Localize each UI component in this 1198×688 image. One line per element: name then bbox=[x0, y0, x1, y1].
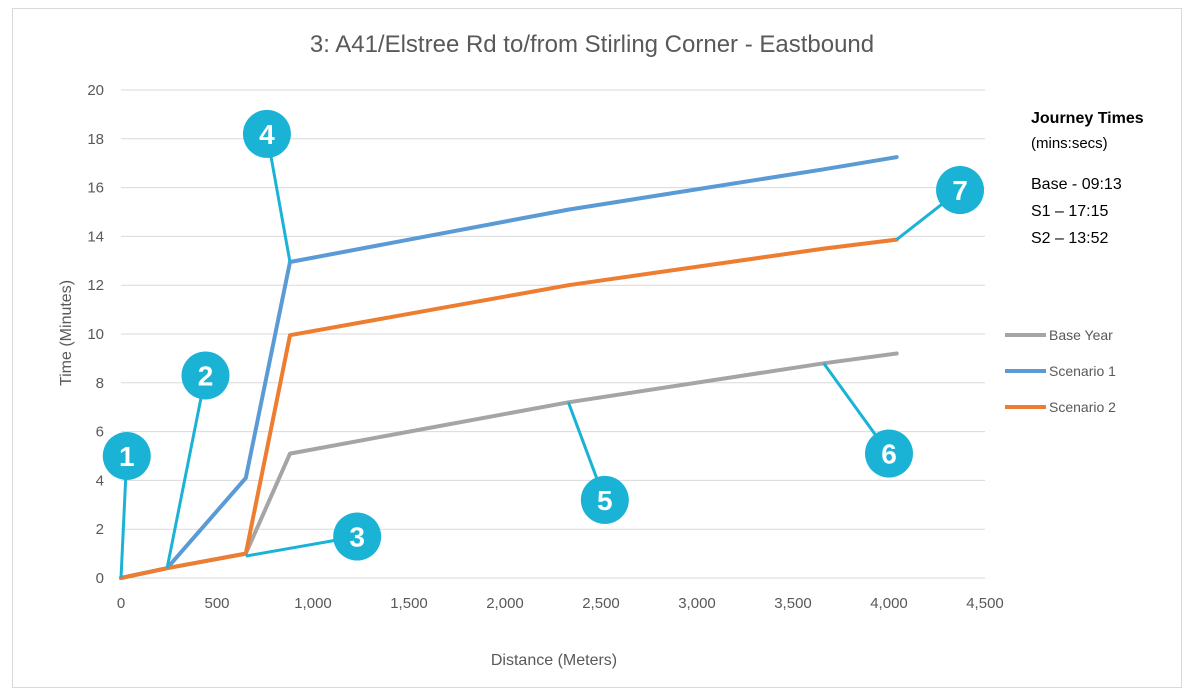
marker-badge-1 bbox=[102, 432, 151, 480]
y-tick-label-6: 6 bbox=[96, 424, 104, 441]
marker-badge-4 bbox=[242, 109, 291, 158]
x-tick-label-500: 500 bbox=[204, 595, 229, 612]
marker-badge-2 bbox=[181, 351, 230, 400]
legend: Base Year Scenario 1 Scenario 2 bbox=[1005, 327, 1116, 415]
marker-connector-2 bbox=[165, 375, 207, 569]
x-tick-labels: 0 500 1,000 1,500 2,000 2,500 3,000 3,500 4,000 4… bbox=[117, 595, 1004, 612]
marker-badge-label-3: 3 bbox=[349, 522, 365, 553]
journey-times-units: (mins:secs) bbox=[1031, 135, 1108, 152]
journey-times-note: Journey Times (mins:secs) Base - 09:13 S… bbox=[1031, 110, 1144, 247]
marker-badge-label-4: 4 bbox=[259, 119, 275, 150]
series-line-2 bbox=[119, 155, 899, 580]
x-tick-label-3500: 3,500 bbox=[774, 595, 812, 612]
marker-badge-label-1: 1 bbox=[119, 441, 135, 472]
series-line-1 bbox=[119, 351, 899, 580]
x-tick-label-3000: 3,000 bbox=[678, 595, 716, 612]
series-line-3 bbox=[119, 237, 899, 580]
x-tick-label-0: 0 bbox=[117, 595, 125, 612]
x-axis-title: Distance (Meters) bbox=[491, 652, 617, 669]
y-tick-label-4: 4 bbox=[96, 472, 104, 489]
y-tick-label-14: 14 bbox=[87, 228, 104, 245]
marker-badge-label-6: 6 bbox=[881, 439, 897, 470]
x-axis-title-main: Distance bbox=[491, 652, 553, 669]
marker-badge-3 bbox=[333, 512, 382, 561]
x-axis-title-unit: (Meters) bbox=[558, 652, 618, 669]
x-tick-label-2000: 2,000 bbox=[486, 595, 524, 612]
marker-badge-label-5: 5 bbox=[597, 485, 613, 516]
x-tick-label-4500: 4,500 bbox=[966, 595, 1004, 612]
y-tick-labels: 0 2 4 6 8 10 12 14 16 18 20 bbox=[87, 82, 104, 587]
legend-label-1: Base Year bbox=[1049, 327, 1113, 343]
legend-label-2: Scenario 1 bbox=[1049, 363, 1116, 379]
x-tick-label-1500: 1,500 bbox=[390, 595, 428, 612]
journey-times-heading: Journey Times bbox=[1031, 110, 1144, 127]
journey-time-s2: S2 – 13:52 bbox=[1031, 230, 1109, 247]
y-tick-label-8: 8 bbox=[96, 375, 104, 392]
journey-time-base: Base - 09:13 bbox=[1031, 176, 1122, 193]
y-axis-title: Time (Minutes) bbox=[58, 280, 75, 386]
marker-badge-6 bbox=[865, 429, 913, 478]
legend-label-3: Scenario 2 bbox=[1049, 399, 1116, 415]
chart-title: 3: A41/Elstree Rd to/from Stirling Corne… bbox=[310, 31, 874, 58]
journey-time-s1: S1 – 17:15 bbox=[1031, 203, 1109, 220]
marker-badge-5 bbox=[580, 475, 629, 524]
marker-badge-7 bbox=[936, 166, 985, 215]
x-tick-label-2500: 2,500 bbox=[582, 595, 620, 612]
series-lines bbox=[119, 155, 899, 580]
y-tick-label-2: 2 bbox=[96, 521, 104, 538]
y-tick-label-18: 18 bbox=[87, 131, 104, 148]
x-tick-label-1000: 1,000 bbox=[294, 595, 332, 612]
marker-badge-label-7: 7 bbox=[952, 175, 968, 206]
marker-connectors bbox=[119, 133, 961, 579]
y-tick-label-10: 10 bbox=[87, 326, 104, 343]
y-tick-label-16: 16 bbox=[87, 180, 104, 197]
line-chart: 3: A41/Elstree Rd to/from Stirling Corne… bbox=[58, 31, 1144, 669]
marker-badge-label-2: 2 bbox=[198, 360, 214, 391]
y-tick-label-0: 0 bbox=[96, 570, 104, 587]
x-tick-label-4000: 4,000 bbox=[870, 595, 908, 612]
chart-frame bbox=[12, 8, 1182, 688]
y-tick-label-12: 12 bbox=[87, 277, 104, 294]
y-tick-label-20: 20 bbox=[87, 82, 104, 99]
marker-badges: 1 2 3 4 5 6 7 bbox=[102, 109, 985, 561]
